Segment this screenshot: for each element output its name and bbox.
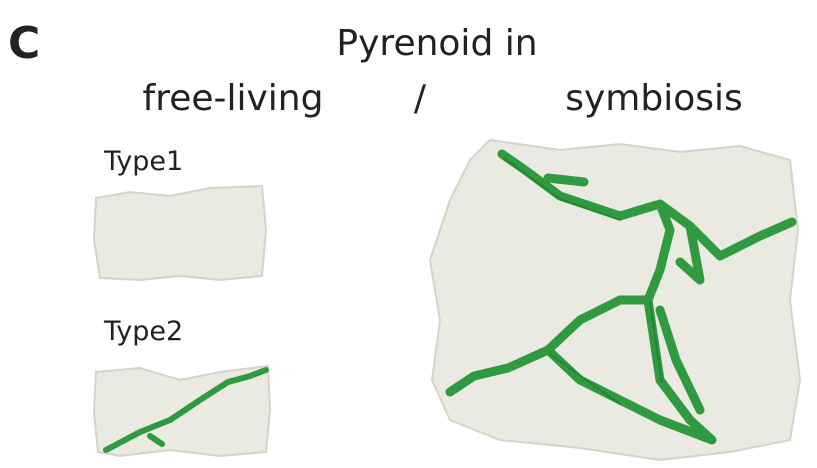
title-line1: Pyrenoid in [336, 23, 537, 64]
title-left: free-living [143, 78, 324, 119]
type2-label: Type2 [103, 316, 183, 347]
figure-panel: C Pyrenoid in free-living / symbiosis Ty… [0, 0, 817, 468]
type1-surface [94, 186, 266, 280]
type1-label: Type1 [103, 146, 183, 177]
title-right: symbiosis [565, 78, 743, 119]
panel-label: C [8, 18, 40, 69]
title-separator: / [414, 78, 427, 119]
